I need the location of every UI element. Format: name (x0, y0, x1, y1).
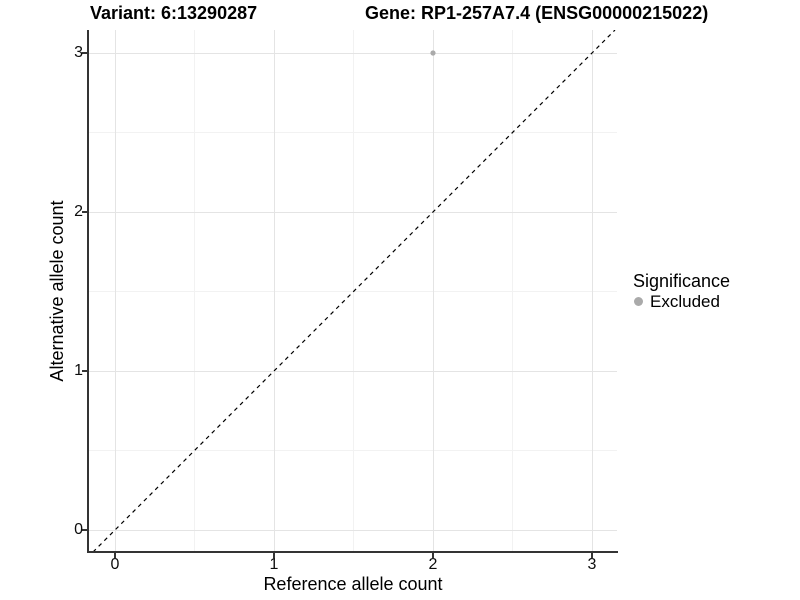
gridline-major-h (89, 530, 617, 531)
y-tick-mark (82, 529, 87, 531)
x-tick-label-1: 1 (269, 556, 279, 573)
y-tick-mark (82, 52, 87, 54)
data-point-excluded (430, 50, 436, 56)
gridline-major-v (592, 30, 593, 552)
gridline-major-v (274, 30, 275, 552)
y-axis-title: Alternative allele count (47, 200, 67, 382)
x-tick-label-2: 2 (428, 556, 438, 573)
x-tick-mark (432, 553, 434, 558)
plot-title-variant: Variant: 6:13290287 (90, 3, 258, 23)
y-tick-label-2: 2 (74, 203, 83, 220)
x-tick-mark (273, 553, 275, 558)
legend-point-icon (634, 297, 643, 306)
y-tick-label-1: 1 (74, 362, 83, 379)
x-tick-mark (114, 553, 116, 558)
x-axis-line (87, 551, 618, 553)
legend-title: Significance (633, 271, 731, 291)
gridline-minor-h (89, 132, 617, 133)
gridline-minor-h (89, 450, 617, 451)
x-tick-label-0: 0 (110, 556, 120, 573)
identity-dashed-line (92, 30, 616, 552)
gridline-major-h (89, 53, 617, 54)
gridline-major-v (433, 30, 434, 552)
y-axis-line (87, 30, 89, 553)
legend-entry-excluded: Excluded (650, 292, 720, 311)
gridline-major-v (115, 30, 116, 552)
x-tick-label-3: 3 (587, 556, 597, 573)
x-tick-mark (591, 553, 593, 558)
y-tick-label-0: 0 (74, 521, 83, 538)
y-tick-mark (82, 211, 87, 213)
y-tick-mark (82, 370, 87, 372)
gridline-major-h (89, 371, 617, 372)
gridline-major-h (89, 212, 617, 213)
plot-title-gene: Gene: RP1-257A7.4 (ENSG00000215022) (365, 3, 709, 23)
x-axis-title: Reference allele count (263, 574, 443, 594)
plot-overlay (92, 30, 616, 552)
plot-panel (89, 30, 617, 552)
y-tick-label-3: 3 (74, 44, 83, 61)
